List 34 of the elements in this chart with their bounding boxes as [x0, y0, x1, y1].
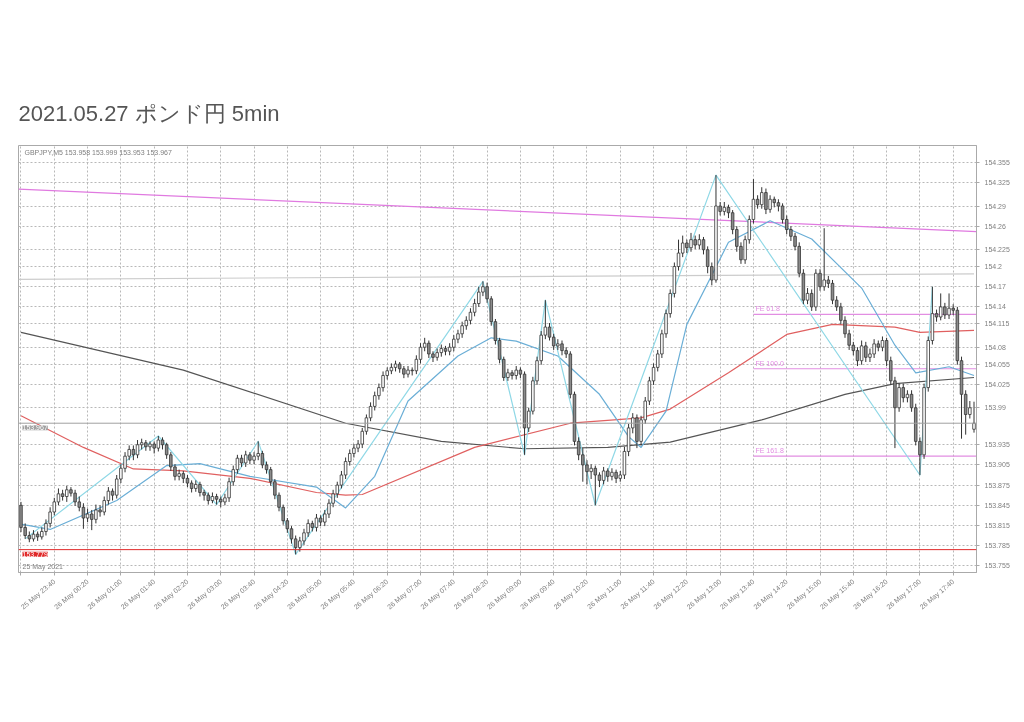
candlestick — [947, 292, 951, 320]
candlestick — [589, 463, 593, 480]
candlestick — [98, 504, 102, 518]
candlestick — [939, 292, 943, 321]
candlestick — [135, 439, 140, 459]
candlestick — [148, 440, 152, 452]
candlestick — [94, 504, 98, 524]
line-series — [24, 174, 933, 555]
candlestick — [352, 443, 356, 459]
candlestick — [19, 501, 23, 533]
candlestick — [764, 188, 768, 215]
candlestick — [593, 465, 597, 506]
line-series — [20, 323, 975, 496]
candlestick — [610, 467, 614, 481]
candlestick — [406, 365, 410, 378]
candlestick — [822, 227, 826, 292]
candlestick — [685, 239, 689, 254]
candlestick — [510, 369, 514, 381]
candlestick — [635, 413, 639, 449]
candlestick — [859, 340, 864, 366]
candlestick — [614, 469, 618, 484]
candlestick — [855, 346, 860, 367]
candlestick — [90, 509, 94, 531]
candlestick — [760, 186, 764, 210]
candlestick — [830, 279, 835, 305]
chart-title: 2021.05.27 ポンド円 5min — [18, 100, 280, 126]
candlestick — [252, 451, 256, 465]
candlestick — [872, 338, 876, 359]
candlestick — [177, 469, 181, 481]
candlestick — [897, 383, 901, 413]
line-series — [20, 331, 975, 450]
candlestick — [972, 401, 976, 434]
candlestick — [689, 232, 693, 253]
candlestick — [864, 341, 868, 363]
